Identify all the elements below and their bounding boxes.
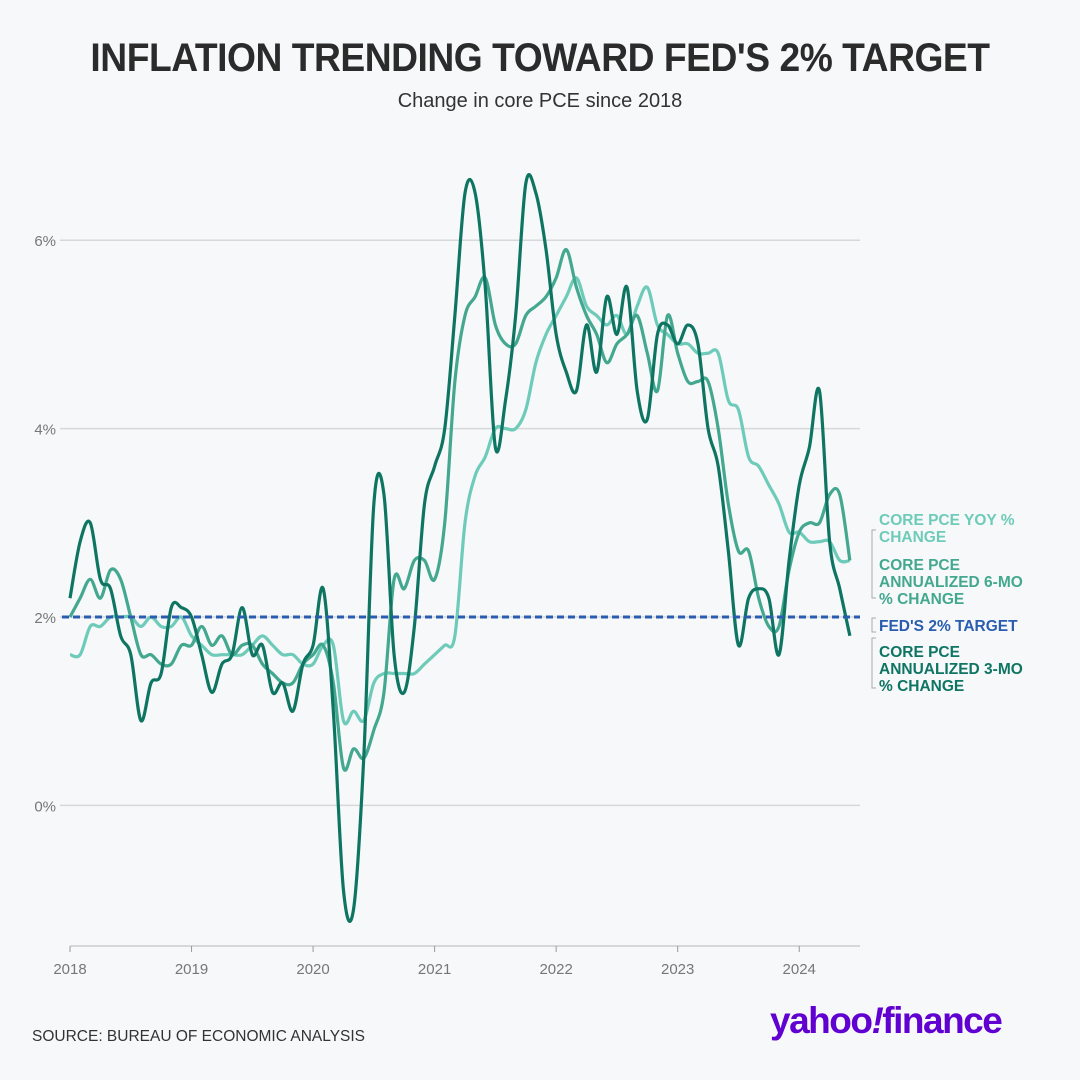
source-note: SOURCE: BUREAU OF ECONOMIC ANALYSIS <box>32 1028 366 1045</box>
y-tick-label: 0% <box>34 798 56 815</box>
y-tick-label: 6% <box>34 233 56 250</box>
legend-target: FED'S 2% TARGET <box>879 618 1018 635</box>
legend-yoy: CORE PCE YOY % CHANGE <box>879 512 1015 546</box>
legend-3mo: CORE PCE ANNUALIZED 3-MO % CHANGE <box>879 644 1023 695</box>
x-tick-label: 2022 <box>539 961 572 978</box>
x-tick-label: 2024 <box>783 961 816 978</box>
x-tick-label: 2020 <box>296 961 329 978</box>
y-tick-label: 4% <box>34 422 56 439</box>
x-tick-label: 2018 <box>53 961 86 978</box>
legend-6mo: CORE PCE ANNUALIZED 6-MO % CHANGE <box>879 557 1023 608</box>
x-tick-label: 2021 <box>418 961 451 978</box>
legend-bracket <box>871 637 876 689</box>
yahoo-finance-logo: yahoo!finance <box>770 1000 1003 1041</box>
series-3mo-line <box>68 173 852 924</box>
x-tick-label: 2019 <box>175 961 208 978</box>
chart-title: INFLATION TRENDING TOWARD FED'S 2% TARGE… <box>90 36 990 80</box>
y-tick-label: 2% <box>34 610 56 627</box>
x-tick-label: 2023 <box>661 961 694 978</box>
series-6mo-line <box>68 248 852 772</box>
chart-subtitle: Change in core PCE since 2018 <box>397 90 683 112</box>
series-yoy-line <box>69 276 851 726</box>
legend-bracket <box>871 617 876 633</box>
legend-bracket <box>871 529 876 599</box>
